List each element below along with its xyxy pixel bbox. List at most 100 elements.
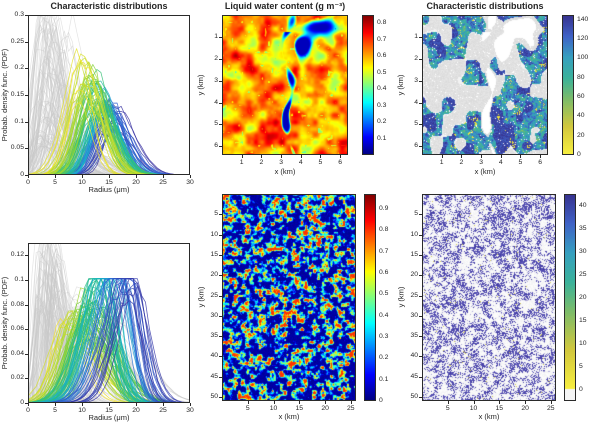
pdf-characteristic-bottom-y-tick-mark xyxy=(25,304,28,306)
characteristic-map-top-x-tick-mark xyxy=(441,155,443,158)
lwc-map-x-tick-mark xyxy=(281,155,283,158)
cells-map-bottom-colorbar-tick-label: 0.6 xyxy=(379,269,389,276)
cells-map-bottom-colorbar-tick-label: 0.2 xyxy=(379,354,389,362)
speckle-map-bottom-x-tick-mark xyxy=(499,401,501,404)
cells-map-bottom-y-tick-mark xyxy=(219,295,222,297)
speckle-map-bottom-y-tick-label: 25 xyxy=(410,291,418,299)
pdf-characteristic-top-x-tick-label: 10 xyxy=(78,179,86,186)
lwc-map-y-tick-label: 5 xyxy=(214,120,218,128)
speckle-map-bottom-y-tick-mark xyxy=(419,275,422,277)
characteristic-map-top-colorbar-tick-label: 120 xyxy=(577,35,589,43)
pdf-characteristic-bottom-y-tick-mark xyxy=(25,353,28,355)
characteristic-map-top-y-tick-mark xyxy=(419,102,422,104)
lwc-map-y-tick-label: 6 xyxy=(214,142,218,150)
cells-map-bottom-y-tick-mark xyxy=(219,254,222,256)
speckle-map-bottom-x-tick-mark xyxy=(550,401,552,404)
speckle-map-bottom-y-tick-label: 30 xyxy=(410,311,418,319)
pdf-characteristic-top-x-tick-label: 25 xyxy=(159,179,167,186)
characteristic-map-top-y-tick-label: 4 xyxy=(414,98,418,106)
pdf-characteristic-top-x-tick-label: 0 xyxy=(26,179,30,186)
lwc-map-y-tick-label: 2 xyxy=(214,54,218,62)
pdf-characteristic-top-x-tick-label: 20 xyxy=(132,179,140,186)
pdf-characteristic-bottom-y-tick-label: 0.1 xyxy=(14,275,24,283)
characteristic-map-top-y-tick-label: 3 xyxy=(414,76,418,84)
speckle-map-bottom-y-tick-mark xyxy=(419,315,422,317)
pdf-characteristic-bottom-x-tick-label: 0 xyxy=(26,407,30,414)
panel-char-map-title: Characteristic distributions xyxy=(426,1,544,11)
cells-map-bottom-x-tick-mark xyxy=(247,401,249,404)
speckle-map-bottom-y-tick-label: 10 xyxy=(410,230,418,238)
speckle-map-bottom-y-tick-mark xyxy=(419,356,422,358)
speckle-map-bottom-y-tick-mark xyxy=(419,376,422,378)
pdf-characteristic-bottom-y-tick-mark xyxy=(25,255,28,257)
cells-map-bottom-colorbar-tick-label: 0.4 xyxy=(379,311,389,319)
characteristic-map-top-y-tick-label: 1 xyxy=(414,32,418,40)
characteristic-map-top-colorbar-tick-label: 80 xyxy=(577,73,585,81)
speckle-map-bottom-colorbar xyxy=(564,194,576,401)
pdf-characteristic-bottom-y-tick-label: 0.06 xyxy=(10,325,24,333)
speckle-map-bottom-x-tick-mark xyxy=(473,401,475,404)
lwc-map-heatmap xyxy=(222,15,348,155)
pdf-characteristic-bottom-x-tick-label: 20 xyxy=(132,407,140,414)
characteristic-map-top-colorbar-tick-label: 0 xyxy=(577,151,581,158)
speckle-map-bottom-colorbar-tick-label: 30 xyxy=(579,247,587,255)
speckle-map-bottom-y-tick-label: 35 xyxy=(410,332,418,340)
characteristic-map-top-colorbar-tick-label: 20 xyxy=(577,131,585,139)
pdf-characteristic-top-y-tick-label: 0.1 xyxy=(14,117,24,125)
pdf-characteristic-bottom-x-tick-mark xyxy=(109,403,110,406)
pdf-characteristic-top-x-tick-label: 30 xyxy=(186,179,194,186)
pdf-characteristic-top-x-tick-mark xyxy=(82,175,83,178)
lwc-map-x-tick-mark xyxy=(261,155,263,158)
pdf-characteristic-bottom-x-tick-label: 25 xyxy=(159,407,167,414)
pdf-characteristic-top-y-tick-mark xyxy=(25,175,28,176)
cells-map-bottom-y-tick-label: 25 xyxy=(210,291,218,299)
speckle-map-bottom-y-tick-label: 50 xyxy=(410,392,418,400)
pdf-characteristic-bottom-x-tick-label: 10 xyxy=(78,407,86,414)
cells-map-bottom-y-tick-label: 40 xyxy=(210,352,218,360)
cells-map-bottom-colorbar-tick-label: 0.7 xyxy=(379,247,389,255)
speckle-map-bottom-y-tick-mark xyxy=(419,295,422,297)
characteristic-map-top-x-tick-label: 4 xyxy=(498,159,503,166)
characteristic-map-top-x-tick-label: 3 xyxy=(479,159,483,166)
lwc-xlabel: x (km) xyxy=(274,167,296,176)
pdf-characteristic-top-y-tick-mark xyxy=(25,41,28,43)
speckle-map-bottom-colorbar-tick-label: 20 xyxy=(579,293,587,301)
characteristic-map-top-x-tick-label: 1 xyxy=(439,159,444,166)
pdf-bottom-xlabel: Radius (μm) xyxy=(88,413,130,422)
cells-xlabel: x (km) xyxy=(278,412,300,421)
lwc-map-x-tick-mark xyxy=(340,155,342,158)
speckle-map-bottom-colorbar-tick-label: 0 xyxy=(579,385,583,393)
cells-map-bottom-x-tick-mark xyxy=(299,401,301,404)
lwc-map-colorbar xyxy=(362,15,374,155)
characteristic-map-top-y-tick-mark xyxy=(419,146,422,148)
speckle-map-bottom-x-tick-label: 10 xyxy=(469,405,478,412)
characteristic-map-top-x-tick-mark xyxy=(461,155,463,158)
pdf-characteristic-top-x-tick-label: 5 xyxy=(53,179,57,186)
lwc-map-colorbar-tick-label: 0.1 xyxy=(377,134,387,142)
cells-map-bottom-x-tick-mark xyxy=(273,401,275,404)
speckle-map-bottom-x-tick-label: 5 xyxy=(445,405,450,412)
speckle-map-bottom-y-tick-mark xyxy=(419,396,422,398)
pdf-characteristic-top-y-tick-mark xyxy=(25,148,28,150)
lwc-map-x-tick-label: 3 xyxy=(279,159,283,166)
pdf-characteristic-top-y-tick-mark xyxy=(25,121,28,123)
characteristic-map-top-colorbar-tick-label: 60 xyxy=(577,93,585,101)
characteristic-map-top-y-tick-mark xyxy=(419,36,422,38)
characteristic-map-top-x-tick-mark xyxy=(540,155,542,158)
speckle-map-bottom-x-tick-mark xyxy=(525,401,527,404)
characteristic-map-top-y-tick-label: 6 xyxy=(414,142,418,150)
cells-map-bottom-colorbar xyxy=(364,194,376,401)
pdf-characteristic-top-x-tick-mark xyxy=(163,175,164,178)
characteristic-map-top-heatmap xyxy=(422,15,548,155)
characteristic-map-top-x-tick-label: 6 xyxy=(538,159,542,166)
pdf-characteristic-bottom-x-tick-mark xyxy=(55,403,56,406)
pdf-characteristic-bottom-x-tick-mark xyxy=(163,403,164,406)
speckle-map-bottom-colorbar-tick-label: 40 xyxy=(579,201,587,209)
lwc-map-y-tick-mark xyxy=(219,36,222,38)
pdf-characteristic-bottom-x-tick-mark xyxy=(82,403,83,406)
speckle-map-bottom-y-tick-label: 20 xyxy=(410,271,418,279)
cells-map-bottom-colorbar-tick-label: 0.5 xyxy=(379,290,389,298)
speckle-map-bottom-y-tick-mark xyxy=(419,254,422,256)
lwc-map-x-tick-mark xyxy=(241,155,243,158)
